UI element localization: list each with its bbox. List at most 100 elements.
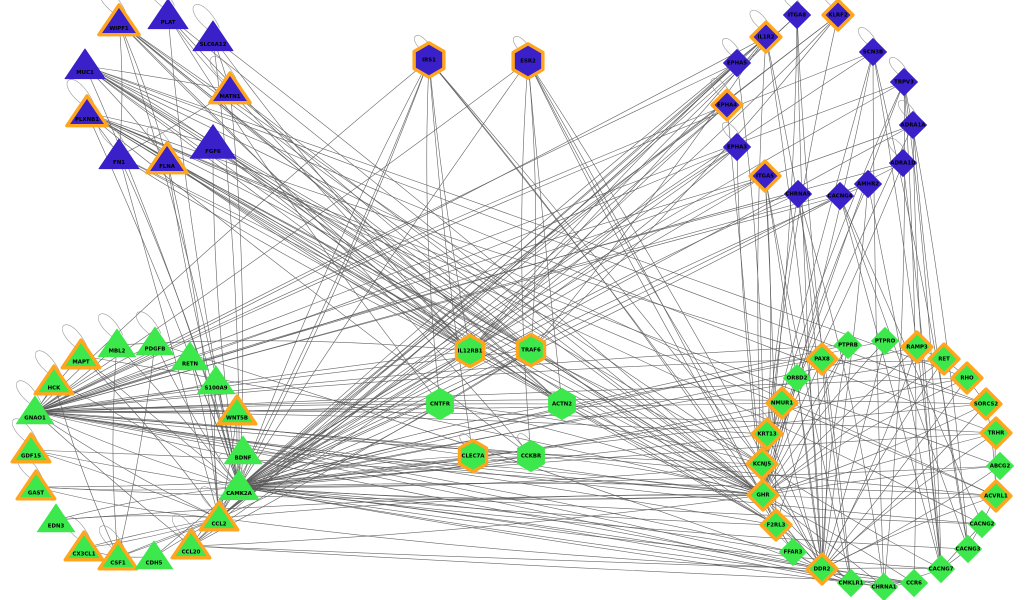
graph-node[interactable]	[969, 387, 1003, 421]
hexagon-node-shape[interactable]	[515, 332, 547, 368]
triangle-node-shape[interactable]	[33, 364, 75, 396]
diamond-node-shape[interactable]	[759, 508, 793, 542]
graph-node[interactable]	[426, 387, 454, 421]
diamond-node-shape[interactable]	[888, 148, 918, 178]
diamond-node-shape[interactable]	[750, 417, 784, 451]
triangle-node-shape[interactable]	[223, 435, 263, 465]
diamond-node-shape[interactable]	[953, 534, 983, 564]
diamond-node-shape[interactable]	[805, 552, 839, 586]
graph-node[interactable]	[759, 508, 793, 542]
diamond-node-shape[interactable]	[858, 37, 888, 67]
graph-node[interactable]	[805, 342, 839, 376]
triangle-node-shape[interactable]	[60, 338, 102, 370]
graph-node[interactable]	[750, 417, 784, 451]
triangle-node-shape[interactable]	[147, 0, 189, 30]
graph-node[interactable]	[746, 478, 780, 512]
graph-node[interactable]	[216, 394, 258, 426]
graph-node[interactable]	[548, 387, 576, 421]
graph-node[interactable]	[889, 67, 919, 97]
graph-node[interactable]	[900, 330, 934, 364]
graph-node[interactable]	[821, 0, 855, 32]
triangle-node-shape[interactable]	[10, 432, 52, 464]
triangle-node-shape[interactable]	[15, 469, 57, 501]
diamond-node-shape[interactable]	[967, 509, 997, 539]
graph-node[interactable]	[783, 179, 813, 209]
graph-node[interactable]	[33, 364, 75, 396]
triangle-node-shape[interactable]	[36, 503, 76, 533]
graph-node[interactable]	[189, 124, 237, 159]
diamond-node-shape[interactable]	[889, 67, 919, 97]
diamond-node-shape[interactable]	[898, 110, 928, 140]
graph-node[interactable]	[898, 110, 928, 140]
graph-node[interactable]	[223, 435, 263, 465]
diamond-node-shape[interactable]	[836, 568, 866, 598]
triangle-node-shape[interactable]	[145, 141, 189, 175]
diamond-node-shape[interactable]	[722, 132, 752, 162]
graph-node[interactable]	[979, 416, 1013, 450]
graph-node[interactable]	[870, 326, 900, 356]
triangle-node-shape[interactable]	[65, 94, 109, 128]
graph-node[interactable]	[64, 48, 106, 80]
graph-node[interactable]	[192, 20, 234, 52]
graph-node[interactable]	[135, 326, 175, 356]
graph-node[interactable]	[65, 94, 109, 128]
diamond-node-shape[interactable]	[853, 169, 883, 199]
diamond-node-shape[interactable]	[748, 159, 782, 193]
graph-node[interactable]	[888, 148, 918, 178]
hexagon-node-shape[interactable]	[517, 439, 545, 473]
hexagon-node-shape[interactable]	[412, 41, 446, 79]
diamond-node-shape[interactable]	[825, 181, 855, 211]
triangle-node-shape[interactable]	[218, 469, 260, 501]
graph-node[interactable]	[198, 500, 240, 532]
graph-node[interactable]	[63, 530, 105, 562]
graph-node[interactable]	[967, 509, 997, 539]
graph-node[interactable]	[782, 0, 812, 30]
graph-node[interactable]	[147, 0, 189, 30]
diamond-node-shape[interactable]	[926, 554, 956, 584]
diamond-node-shape[interactable]	[746, 478, 780, 512]
hexagon-node-shape[interactable]	[454, 333, 486, 369]
diamond-node-shape[interactable]	[900, 330, 934, 364]
graph-node[interactable]	[15, 469, 57, 501]
graph-node[interactable]	[985, 451, 1015, 481]
graph-node[interactable]	[145, 141, 189, 175]
triangle-node-shape[interactable]	[98, 138, 140, 170]
graph-node[interactable]	[722, 48, 752, 78]
graph-node[interactable]	[710, 88, 744, 122]
graph-node[interactable]	[836, 568, 866, 598]
graph-node[interactable]	[15, 395, 55, 425]
diamond-node-shape[interactable]	[722, 48, 752, 78]
triangle-node-shape[interactable]	[208, 71, 252, 105]
triangle-node-shape[interactable]	[135, 326, 175, 356]
triangle-node-shape[interactable]	[170, 341, 210, 371]
triangle-node-shape[interactable]	[64, 48, 106, 80]
diamond-node-shape[interactable]	[778, 537, 808, 567]
graph-node[interactable]	[825, 181, 855, 211]
triangle-node-shape[interactable]	[216, 394, 258, 426]
diamond-node-shape[interactable]	[821, 0, 855, 32]
diamond-node-shape[interactable]	[979, 416, 1013, 450]
hexagon-node-shape[interactable]	[426, 387, 454, 421]
graph-node[interactable]	[36, 503, 76, 533]
triangle-node-shape[interactable]	[63, 530, 105, 562]
diamond-node-shape[interactable]	[870, 326, 900, 356]
graph-node[interactable]	[748, 159, 782, 193]
diamond-node-shape[interactable]	[710, 88, 744, 122]
triangle-node-shape[interactable]	[198, 500, 240, 532]
graph-node[interactable]	[218, 469, 260, 501]
triangle-node-shape[interactable]	[189, 124, 237, 159]
graph-node[interactable]	[208, 71, 252, 105]
graph-node[interactable]	[926, 554, 956, 584]
graph-node[interactable]	[782, 363, 812, 393]
hexagon-node-shape[interactable]	[548, 387, 576, 421]
graph-node[interactable]	[950, 361, 984, 395]
diamond-node-shape[interactable]	[950, 361, 984, 395]
graph-node[interactable]	[858, 37, 888, 67]
diamond-node-shape[interactable]	[979, 479, 1013, 513]
graph-node[interactable]	[134, 540, 174, 570]
graph-node[interactable]	[170, 341, 210, 371]
graph-node[interactable]	[412, 41, 446, 79]
hexagon-node-shape[interactable]	[511, 42, 545, 80]
triangle-node-shape[interactable]	[97, 3, 141, 37]
